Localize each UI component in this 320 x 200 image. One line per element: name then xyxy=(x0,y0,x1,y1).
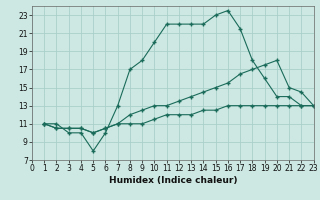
X-axis label: Humidex (Indice chaleur): Humidex (Indice chaleur) xyxy=(108,176,237,185)
